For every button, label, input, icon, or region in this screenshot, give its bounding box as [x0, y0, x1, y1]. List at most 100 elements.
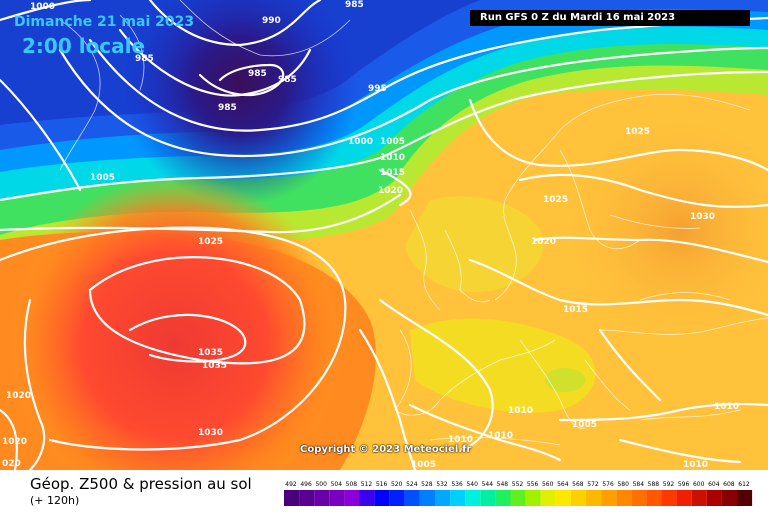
footer-bar: Géop. Z500 & pression au sol (+ 120h) 49…	[0, 470, 768, 512]
legend-label: 528	[421, 481, 433, 488]
isobar-label: 020	[2, 459, 21, 469]
isobar-label: 1010	[508, 406, 533, 416]
legend-swatch	[631, 490, 647, 506]
isobar-label: 1005	[380, 137, 405, 147]
legend-label: 584	[633, 481, 645, 488]
isobar-label: 985	[135, 54, 154, 64]
isobar-label: 1025	[543, 195, 568, 205]
legend-label: 576	[602, 481, 614, 488]
isobar-label: 985	[248, 69, 267, 79]
legend-swatch	[691, 490, 707, 506]
isobar-label: 1015	[563, 305, 588, 315]
legend-swatch	[284, 490, 300, 506]
legend-label: 580	[617, 481, 629, 488]
isobar-labels: 1000 990 985 985 985 985 985 995 1000 10…	[2, 0, 739, 470]
legend-swatch	[540, 490, 556, 506]
isobar-label: 1005	[90, 173, 115, 183]
isobar-label: 1000	[348, 137, 373, 147]
footer-subtitle: (+ 120h)	[30, 494, 80, 507]
legend-label: 600	[693, 481, 705, 488]
legend-label: 572	[587, 481, 599, 488]
isobar-label: 1010	[683, 460, 708, 470]
legend-label: 592	[663, 481, 675, 488]
legend-label: 524	[406, 481, 418, 488]
isobar-label: 1030	[198, 428, 223, 438]
legend-label: 520	[391, 481, 403, 488]
legend-label: 608	[723, 481, 735, 488]
legend-label: 588	[648, 481, 660, 488]
legend-swatch	[389, 490, 405, 506]
legend-label: 548	[497, 481, 509, 488]
legend-label: 492	[285, 481, 297, 488]
model-run-label: Run GFS 0 Z du Mardi 16 mai 2023	[470, 10, 750, 26]
legend-swatch	[299, 490, 315, 506]
legend-label: 544	[482, 481, 494, 488]
legend-label: 512	[361, 481, 373, 488]
legend-swatch	[601, 490, 617, 506]
isobar-label: 1025	[625, 127, 650, 137]
legend-label: 532	[436, 481, 448, 488]
isobar-label: 1015	[380, 168, 405, 178]
isobar-label: 1010	[488, 431, 513, 441]
legend-swatch	[329, 490, 345, 506]
isobar-label: 1020	[6, 391, 31, 401]
isobar-label: 985	[218, 103, 237, 113]
legend-swatch	[510, 490, 526, 506]
isobar-label: 1010	[714, 402, 739, 412]
isobar-label: 1010	[380, 153, 405, 163]
isobar-label: 1005	[411, 460, 436, 470]
legend-label: 552	[512, 481, 524, 488]
legend-label: 612	[738, 481, 750, 488]
isobar-label: 990	[262, 16, 281, 26]
legend-label: 564	[557, 481, 569, 488]
isobar-label: 1020	[378, 186, 403, 196]
legend-label: 540	[466, 481, 478, 488]
legend-swatch	[525, 490, 541, 506]
legend-label: 604	[708, 481, 720, 488]
legend-swatch	[344, 490, 360, 506]
legend-swatch	[435, 490, 451, 506]
forecast-time: 2:00 locale	[22, 34, 146, 58]
forecast-date: Dimanche 21 mai 2023	[14, 14, 195, 30]
legend-swatch	[616, 490, 632, 506]
legend-label: 536	[451, 481, 463, 488]
legend-swatch	[676, 490, 692, 506]
legend-label: 560	[542, 481, 554, 488]
legend-swatch	[359, 490, 375, 506]
legend-swatch	[706, 490, 722, 506]
legend-swatch	[570, 490, 586, 506]
legend-swatch	[314, 490, 330, 506]
legend-label: 504	[331, 481, 343, 488]
footer-title: Géop. Z500 & pression au sol	[30, 475, 252, 493]
coastlines	[59, 0, 768, 446]
isobar-label: 1030	[690, 212, 715, 222]
isobar-label: 1035	[198, 348, 223, 358]
legend-swatch	[646, 490, 662, 506]
legend-swatch	[495, 490, 511, 506]
legend-swatch	[419, 490, 435, 506]
legend-label: 508	[346, 481, 358, 488]
legend-label: 556	[527, 481, 539, 488]
legend-swatch	[586, 490, 602, 506]
legend-swatch	[480, 490, 496, 506]
isobar-label: 985	[345, 0, 364, 10]
legend-swatch	[721, 490, 737, 506]
legend-swatch	[404, 490, 420, 506]
isobar-label: 1020	[531, 237, 556, 247]
legend-label: 496	[300, 481, 312, 488]
isobar-label: 985	[278, 75, 297, 85]
legend-swatch	[737, 490, 753, 506]
weather-map: 1000 990 985 985 985 985 985 995 1000 10…	[0, 0, 768, 470]
isobar-lines	[0, 0, 768, 470]
isobar-label: 995	[368, 84, 387, 94]
isobar-label: 1010	[448, 435, 473, 445]
color-legend: 492 496 500 504 508 512 516 520 524 528 532 536 540 5…	[284, 481, 753, 506]
isobar-label: 1000	[30, 2, 55, 12]
legend-label: 596	[678, 481, 690, 488]
legend-label: 568	[572, 481, 584, 488]
legend-swatch	[374, 490, 390, 506]
legend-swatch	[465, 490, 481, 506]
legend-swatch	[555, 490, 571, 506]
legend-swatch	[661, 490, 677, 506]
isobar-label: 1005	[572, 420, 597, 430]
